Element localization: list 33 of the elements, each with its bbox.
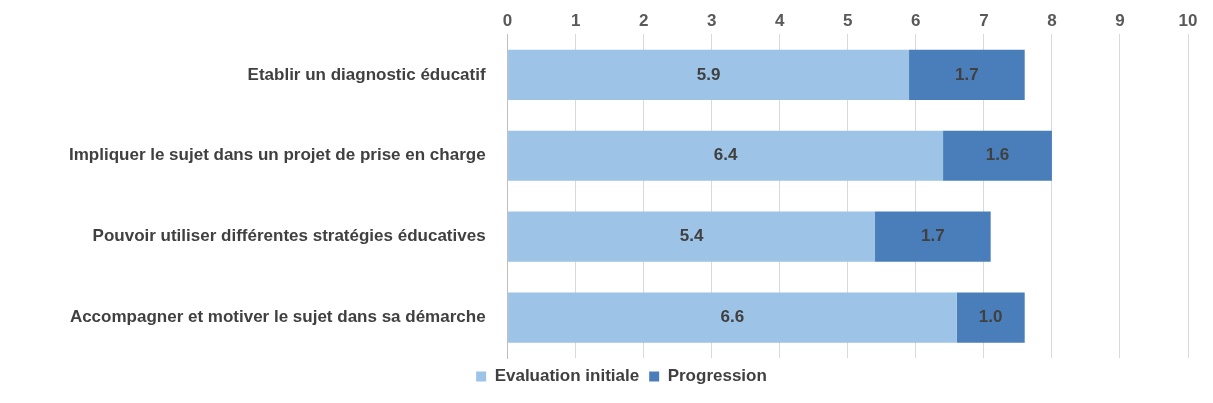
data-label: 1.6 xyxy=(985,145,1010,165)
y-tick-label: Etablir un diagnostic éducatif xyxy=(247,64,486,84)
x-tick-label: 5 xyxy=(843,10,853,30)
data-label: 6.4 xyxy=(713,145,738,165)
x-tick-label: 7 xyxy=(979,10,989,30)
x-tick-label: 9 xyxy=(1115,10,1125,30)
data-label: 1.7 xyxy=(921,226,945,246)
x-tick-label: 8 xyxy=(1047,10,1057,30)
legend-label: Progression xyxy=(667,366,767,386)
x-tick-label: 0 xyxy=(502,10,513,30)
x-tick-label: 3 xyxy=(706,10,717,30)
y-tick-label: Accompagner et motiver le sujet dans sa démarche xyxy=(69,307,486,327)
x-tick-label: 6 xyxy=(911,10,921,30)
data-label: 6.6 xyxy=(720,307,745,327)
x-tick-label: 2 xyxy=(638,10,649,30)
bar xyxy=(943,130,1052,181)
bar xyxy=(508,49,910,100)
x-tick-label: 4 xyxy=(775,10,786,30)
x-tick-label: 10 xyxy=(1178,10,1198,30)
data-label: 1.7 xyxy=(955,64,979,84)
data-label: 1.0 xyxy=(978,307,1003,327)
bar xyxy=(508,130,944,181)
x-tick-label: 1 xyxy=(570,10,581,30)
bar xyxy=(909,49,1025,100)
bar xyxy=(956,292,1025,343)
bar xyxy=(508,211,876,262)
y-tick-label: Impliquer le sujet dans un projet de prise en charge xyxy=(68,145,486,165)
bar xyxy=(875,211,991,262)
y-tick-label: Pouvoir utiliser différentes stratégies éducatives xyxy=(92,226,486,246)
data-label: 5.4 xyxy=(679,226,704,246)
legend-label: Evaluation initiale xyxy=(494,366,640,386)
data-label: 5.9 xyxy=(696,64,721,84)
bar xyxy=(508,292,957,343)
